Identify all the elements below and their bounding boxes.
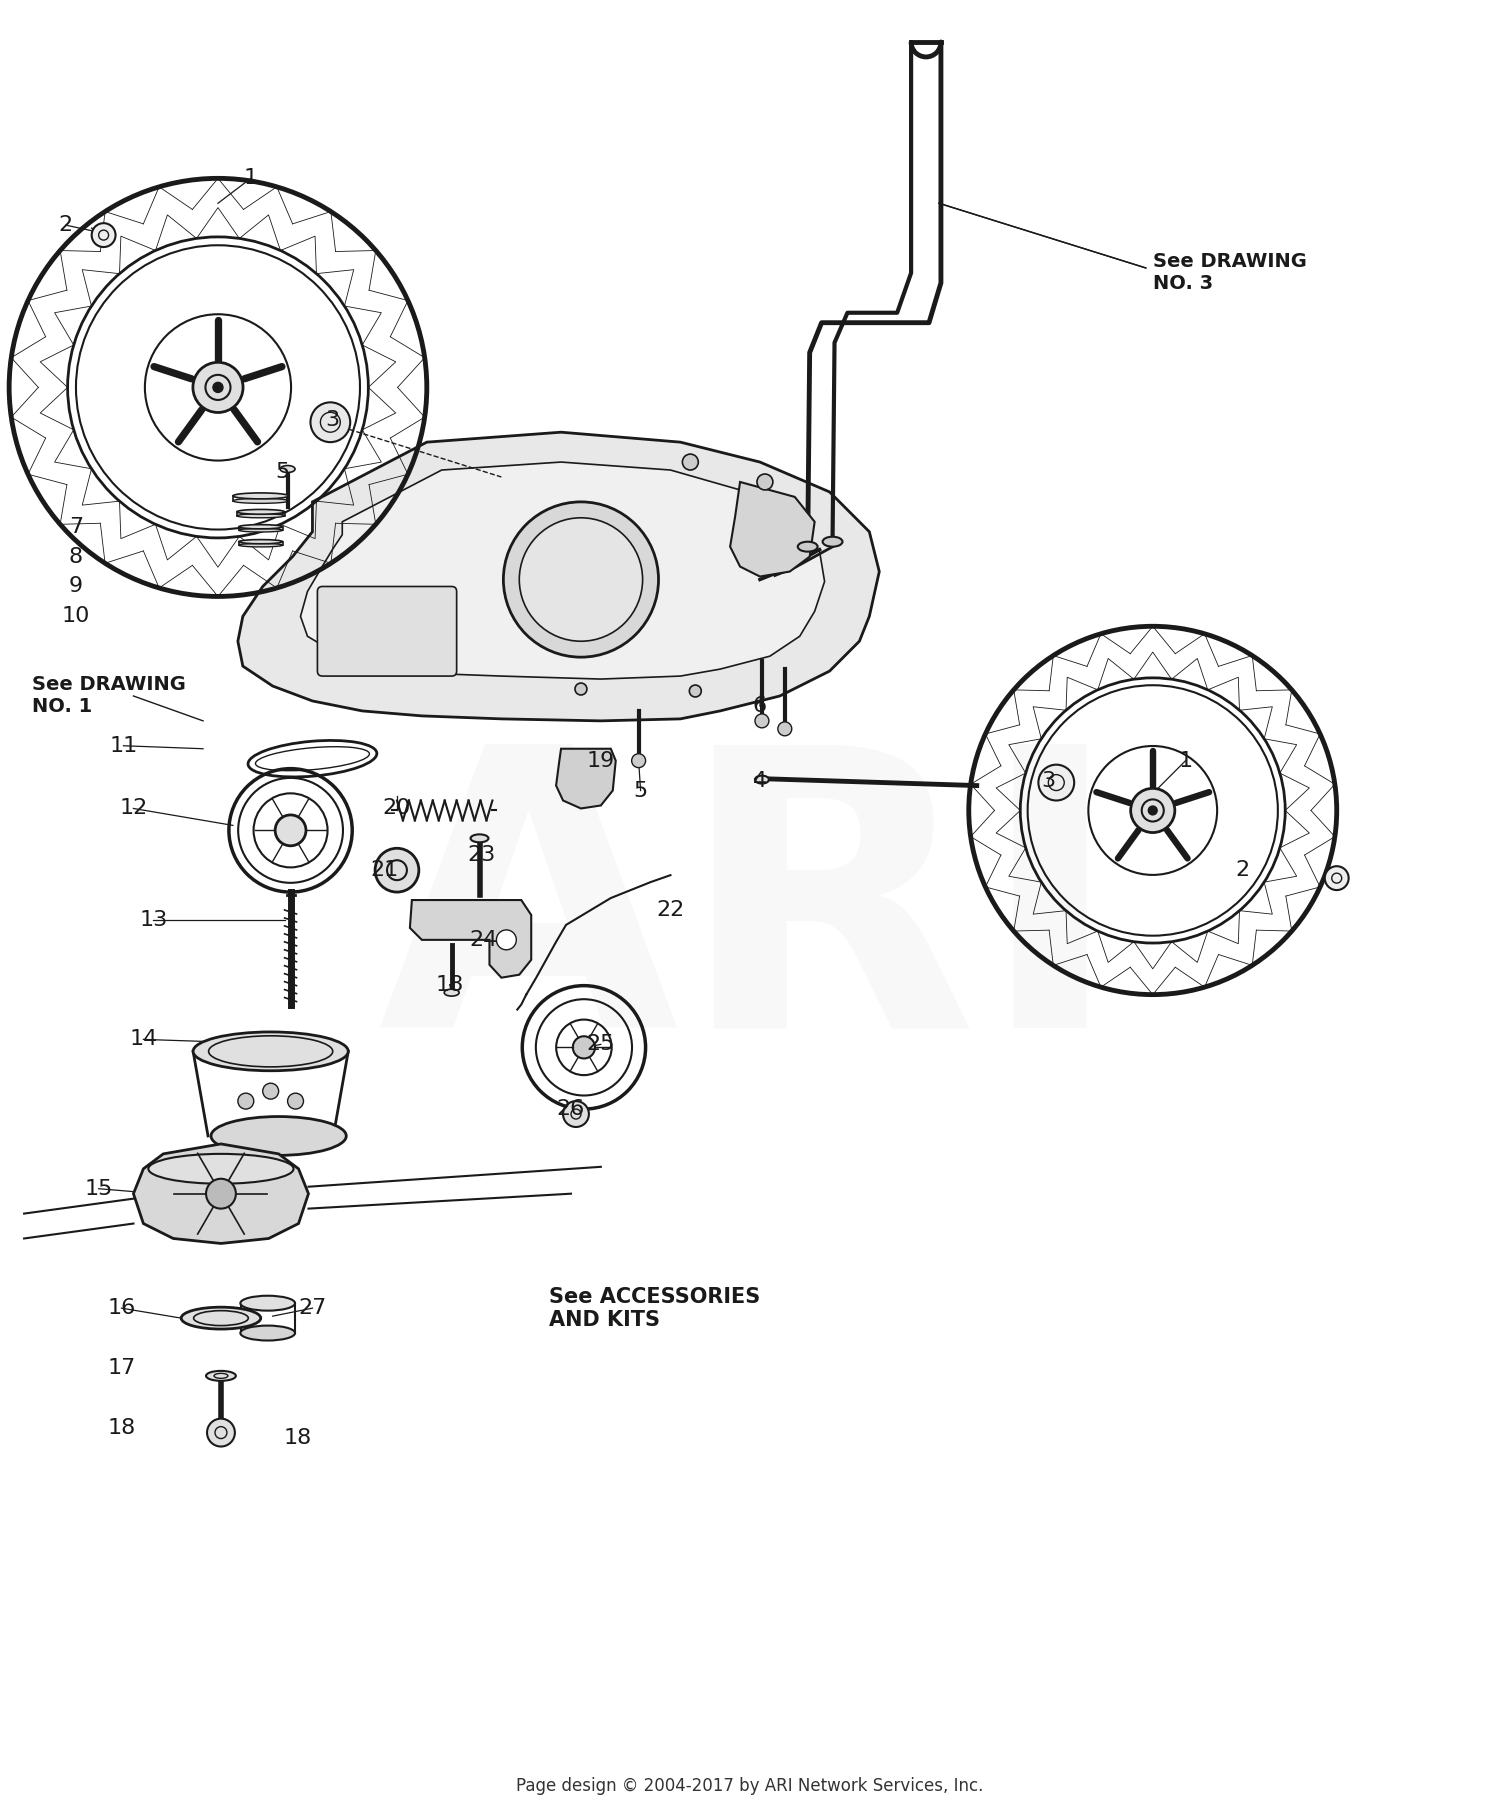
Circle shape	[92, 224, 116, 247]
Circle shape	[213, 382, 223, 393]
Text: 24: 24	[470, 929, 498, 949]
Ellipse shape	[182, 1307, 261, 1329]
Circle shape	[504, 502, 658, 656]
Ellipse shape	[444, 989, 459, 996]
Circle shape	[573, 1036, 596, 1058]
Text: 23: 23	[468, 845, 495, 865]
Ellipse shape	[206, 1371, 236, 1382]
Circle shape	[194, 362, 243, 413]
Text: See DRAWING
NO. 3: See DRAWING NO. 3	[1152, 253, 1306, 293]
Text: 10: 10	[62, 607, 90, 627]
Ellipse shape	[194, 1033, 348, 1071]
Circle shape	[207, 1418, 236, 1447]
Polygon shape	[410, 900, 531, 978]
Text: 11: 11	[110, 736, 138, 756]
Circle shape	[519, 518, 642, 642]
Ellipse shape	[232, 493, 288, 498]
Circle shape	[375, 849, 419, 893]
Ellipse shape	[238, 525, 282, 529]
Circle shape	[690, 685, 702, 696]
Text: 22: 22	[657, 900, 684, 920]
Text: 8: 8	[69, 547, 82, 567]
Circle shape	[262, 1084, 279, 1100]
Text: 21: 21	[370, 860, 398, 880]
Ellipse shape	[798, 542, 818, 551]
Text: 15: 15	[84, 1178, 112, 1198]
Ellipse shape	[211, 1116, 346, 1156]
Ellipse shape	[232, 498, 288, 504]
Text: 14: 14	[129, 1029, 158, 1049]
Text: 27: 27	[298, 1298, 327, 1318]
Ellipse shape	[148, 1154, 294, 1184]
Circle shape	[574, 684, 586, 694]
Ellipse shape	[280, 465, 296, 473]
Ellipse shape	[238, 544, 282, 547]
Circle shape	[1038, 765, 1074, 800]
Text: 2: 2	[1234, 860, 1250, 880]
Text: 12: 12	[120, 798, 147, 818]
Text: See ACCESSORIES
AND KITS: See ACCESSORIES AND KITS	[549, 1287, 760, 1329]
Text: 7: 7	[69, 516, 82, 536]
Text: 3: 3	[326, 411, 339, 431]
Ellipse shape	[822, 536, 843, 547]
Text: 5: 5	[276, 462, 290, 482]
Text: See DRAWING
NO. 1: See DRAWING NO. 1	[32, 676, 186, 716]
Text: 9: 9	[69, 576, 82, 596]
Polygon shape	[300, 462, 825, 680]
Text: 2: 2	[58, 215, 74, 235]
Text: 18: 18	[284, 1427, 312, 1447]
Circle shape	[758, 474, 772, 489]
Polygon shape	[730, 482, 815, 576]
Text: 18: 18	[108, 1418, 135, 1438]
Text: 1: 1	[243, 169, 258, 189]
Circle shape	[632, 754, 645, 767]
Text: 25: 25	[586, 1034, 615, 1054]
Text: 4: 4	[753, 771, 766, 791]
Text: 3: 3	[1041, 771, 1056, 791]
Ellipse shape	[754, 776, 770, 784]
Circle shape	[288, 1093, 303, 1109]
Text: 6: 6	[753, 696, 766, 716]
Circle shape	[682, 454, 699, 471]
Text: 16: 16	[108, 1298, 135, 1318]
Text: Page design © 2004-2017 by ARI Network Services, Inc.: Page design © 2004-2017 by ARI Network S…	[516, 1776, 984, 1794]
Circle shape	[238, 1093, 254, 1109]
Text: 18: 18	[435, 974, 463, 994]
Ellipse shape	[471, 834, 489, 842]
Ellipse shape	[238, 540, 282, 544]
Polygon shape	[238, 433, 879, 722]
Ellipse shape	[238, 529, 282, 533]
Circle shape	[1131, 789, 1174, 833]
Ellipse shape	[240, 1325, 296, 1340]
Text: ARI: ARI	[378, 731, 1122, 1109]
Text: 13: 13	[140, 911, 168, 931]
Text: 5: 5	[633, 780, 648, 800]
FancyBboxPatch shape	[318, 587, 456, 676]
Ellipse shape	[237, 514, 285, 518]
Polygon shape	[556, 749, 615, 809]
Circle shape	[754, 714, 770, 727]
Circle shape	[1324, 865, 1348, 891]
Circle shape	[778, 722, 792, 736]
Text: 20: 20	[382, 798, 411, 818]
Text: 17: 17	[108, 1358, 135, 1378]
Ellipse shape	[240, 1296, 296, 1311]
Circle shape	[1149, 805, 1156, 814]
Circle shape	[206, 1178, 236, 1209]
Circle shape	[310, 402, 350, 442]
Circle shape	[496, 929, 516, 949]
Text: 19: 19	[586, 751, 615, 771]
Circle shape	[274, 814, 306, 845]
Text: 1: 1	[1179, 751, 1192, 771]
Ellipse shape	[237, 509, 285, 514]
Circle shape	[562, 1102, 590, 1127]
Text: 26: 26	[556, 1100, 585, 1120]
Polygon shape	[134, 1144, 309, 1244]
